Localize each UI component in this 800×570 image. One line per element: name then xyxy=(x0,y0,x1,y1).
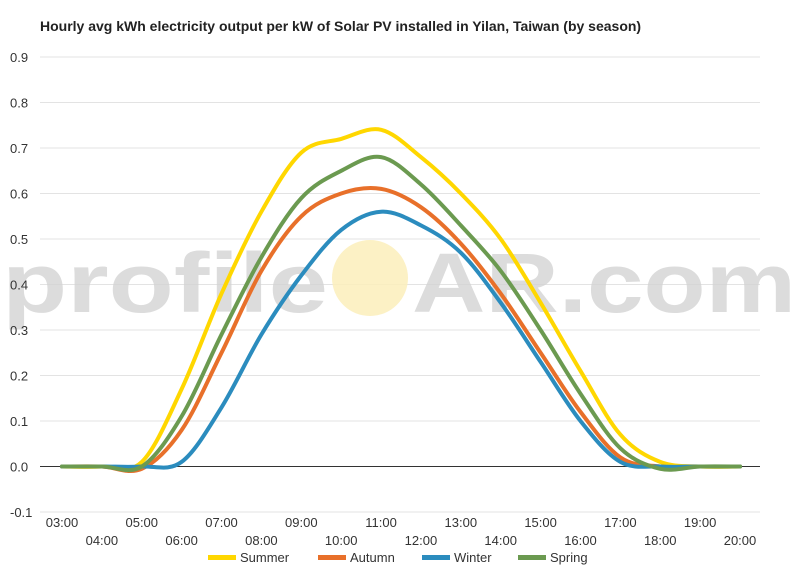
watermark-text-left: profile xyxy=(2,236,328,330)
x-tick-label: 04:00 xyxy=(86,533,119,548)
x-tick-label: 09:00 xyxy=(285,515,318,530)
legend-label-summer: Summer xyxy=(240,550,290,565)
legend-label-spring: Spring xyxy=(550,550,588,565)
x-tick-label: 14:00 xyxy=(484,533,517,548)
y-tick-label: -0.1 xyxy=(10,505,32,520)
x-tick-label: 13:00 xyxy=(445,515,478,530)
series-line-winter xyxy=(60,209,742,470)
x-tick-label: 07:00 xyxy=(205,515,238,530)
x-tick-label: 10:00 xyxy=(325,533,358,548)
x-tick-label: 12:00 xyxy=(405,533,438,548)
chart-title: Hourly avg kWh electricity output per kW… xyxy=(40,18,642,34)
series-lines xyxy=(60,127,742,474)
x-tick-label: 05:00 xyxy=(125,515,158,530)
y-tick-label: 0.6 xyxy=(10,187,28,202)
x-tick-label: 17:00 xyxy=(604,515,637,530)
y-tick-label: 0.5 xyxy=(10,232,28,247)
series-line-autumn xyxy=(60,186,742,474)
y-axis-ticks: 0.9 0.8 0.7 0.6 0.5 0.4 0.3 0.2 0.1 0.0 -0.1 xyxy=(10,50,32,520)
legend-swatch-spring xyxy=(518,555,546,560)
x-tick-label: 08:00 xyxy=(245,533,278,548)
legend-swatch-summer xyxy=(208,555,236,560)
x-tick-label: 16:00 xyxy=(564,533,597,548)
series-line-summer xyxy=(60,127,742,471)
x-axis-ticks: 03:00 05:00 07:00 09:00 11:00 13:00 15:00 17:00… xyxy=(46,515,757,548)
x-tick-label: 03:00 xyxy=(46,515,79,530)
watermark: profile AR.com xyxy=(2,236,796,330)
y-tick-label: 0.8 xyxy=(10,96,28,111)
legend: Summer Autumn Winter Spring xyxy=(208,550,588,565)
y-tick-label: 0.1 xyxy=(10,414,28,429)
x-tick-label: 15:00 xyxy=(524,515,557,530)
y-tick-label: 0.3 xyxy=(10,323,28,338)
x-tick-label: 06:00 xyxy=(165,533,198,548)
watermark-text-right: AR.com xyxy=(412,236,796,330)
x-tick-label: 11:00 xyxy=(365,515,397,530)
y-tick-label: 0.4 xyxy=(10,278,28,293)
y-tick-label: 0.7 xyxy=(10,141,28,156)
legend-swatch-autumn xyxy=(318,555,346,560)
y-tick-label: 0.9 xyxy=(10,50,28,65)
y-tick-label: 0.2 xyxy=(10,369,28,384)
legend-label-winter: Winter xyxy=(454,550,492,565)
x-tick-label: 20:00 xyxy=(724,533,757,548)
series-line-spring xyxy=(60,154,742,473)
watermark-sun-icon xyxy=(332,240,408,316)
x-tick-label: 19:00 xyxy=(684,515,717,530)
legend-label-autumn: Autumn xyxy=(350,550,395,565)
y-tick-label: 0.0 xyxy=(10,460,28,475)
x-tick-label: 18:00 xyxy=(644,533,677,548)
legend-swatch-winter xyxy=(422,555,450,560)
